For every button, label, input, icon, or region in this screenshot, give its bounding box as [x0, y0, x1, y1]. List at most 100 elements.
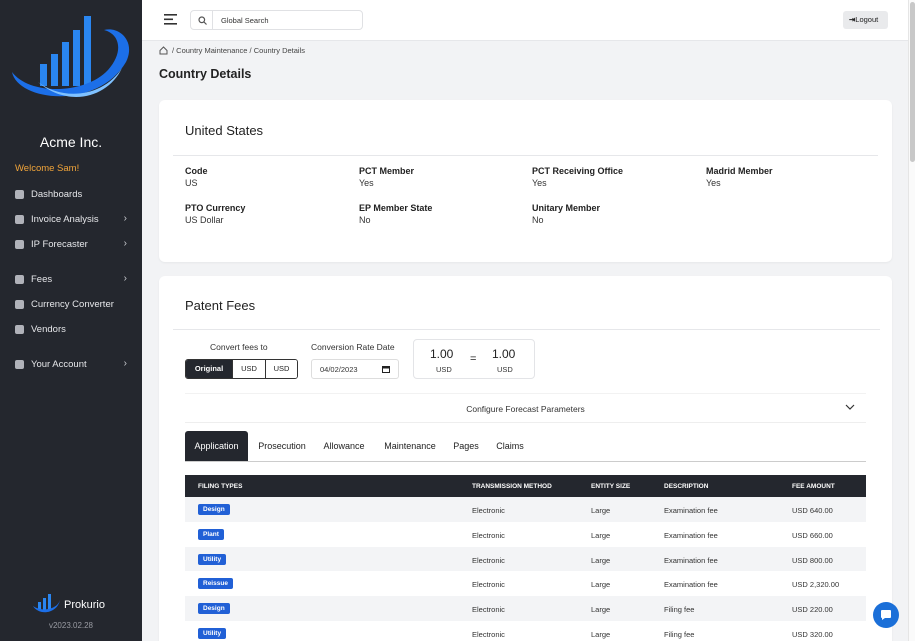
menu-item[interactable]: Fees ›	[15, 273, 127, 285]
date-label: Conversion Rate Date	[311, 342, 395, 352]
table-cell: Electronic	[472, 605, 505, 615]
home-icon[interactable]	[159, 46, 168, 55]
from-amount: 1.00	[430, 347, 454, 361]
menu-label: Vendors	[31, 324, 66, 335]
field-value: US Dollar	[185, 215, 224, 225]
table-cell: Electronic	[472, 506, 505, 515]
convert-label: Convert fees to	[210, 342, 268, 352]
column-header: FILING TYPES	[198, 483, 243, 490]
tab[interactable]: Maintenance	[384, 441, 436, 451]
table-cell: USD 2,320.00	[792, 580, 840, 590]
menu-icon	[15, 300, 24, 309]
table-cell: Examination fee	[664, 530, 718, 540]
accordion-label: Configure Forecast Parameters	[466, 404, 585, 414]
column-header: TRANSMISSION METHOD	[472, 483, 552, 490]
table-cell: Large	[591, 605, 611, 615]
table-cell: USD 800.00	[792, 555, 833, 565]
filing-type-badge: Design	[198, 603, 230, 615]
field-value: Yes	[532, 178, 547, 188]
column-header: DESCRIPTION	[664, 483, 709, 490]
tab[interactable]: Allowance	[323, 441, 365, 451]
filing-type-badge: Design	[198, 504, 230, 515]
menu-label: Your Account	[31, 359, 87, 370]
fees-table: FILING TYPES TRANSMISSION METHOD ENTITY SI…	[185, 475, 866, 641]
breadcrumb: / Country Maintenance / Country Details	[172, 46, 306, 55]
chat-icon	[881, 610, 891, 620]
table-row: Utility Electronic Large Filing fee USD 320.…	[185, 621, 866, 641]
menu-icon	[15, 275, 24, 284]
logo	[12, 16, 130, 97]
menu-icon	[15, 215, 24, 224]
filing-type-badge: Utility	[198, 628, 227, 639]
logout-button[interactable]: ⇥Logout	[843, 11, 888, 29]
table-row: Utility Electronic Large Examination fee USD…	[185, 546, 866, 572]
accordion[interactable]: Configure Forecast Parameters	[185, 393, 866, 423]
sidebar: Acme Inc. Welcome Sam! Dashboards Invoice…	[0, 0, 142, 641]
equals: =	[470, 353, 477, 365]
rate-box: 1.00 USD = 1.00 USD	[413, 339, 535, 379]
menu-item[interactable]: Your Account ›	[15, 358, 127, 370]
brand: Acme Inc.	[39, 134, 103, 150]
table-cell: USD 660.00	[792, 530, 833, 540]
welcome: Welcome Sam!	[15, 163, 80, 174]
menu-item[interactable]: Invoice Analysis ›	[15, 213, 127, 225]
chat-button[interactable]	[873, 602, 899, 628]
table-cell: Electronic	[472, 530, 505, 540]
logout-label: Logout	[855, 15, 879, 24]
table-cell: Electronic	[472, 630, 505, 639]
menu-item[interactable]: Vendors	[15, 324, 127, 335]
table-cell: Large	[591, 580, 611, 590]
table-row: Reissue Electronic Large Examination fee USD…	[185, 571, 866, 597]
filing-type-badge: Reissue	[198, 578, 233, 590]
menu-icon	[15, 360, 24, 369]
currency-button[interactable]: USD	[265, 360, 297, 378]
menu-toggle[interactable]	[164, 14, 177, 25]
scrollbar	[908, 0, 915, 641]
tab[interactable]: Pages	[453, 441, 479, 451]
menu-label: Currency Converter	[31, 299, 114, 310]
breadcrumb-current: Country Details	[253, 46, 306, 55]
date-value: 04/02/2023	[320, 365, 358, 374]
field-value: No	[359, 215, 371, 225]
table-cell: Electronic	[472, 555, 505, 565]
menu-chevron: ›	[123, 358, 127, 369]
field-label: Unitary Member	[532, 203, 601, 213]
table-cell: Electronic	[472, 580, 505, 590]
menu-icon	[15, 240, 24, 249]
table-header: FILING TYPES TRANSMISSION METHOD ENTITY SI…	[185, 475, 866, 497]
table-cell: Examination fee	[664, 580, 718, 590]
tab[interactable]: Application	[185, 431, 248, 461]
field-label: Madrid Member	[706, 166, 773, 176]
table-cell: USD 640.00	[792, 506, 833, 515]
footer-logo	[33, 594, 60, 613]
menu-item[interactable]: Currency Converter	[15, 299, 127, 310]
breadcrumb-link[interactable]: Country Maintenance	[176, 46, 248, 55]
tab[interactable]: Prosecution	[258, 441, 306, 451]
accordion-chevron	[845, 404, 855, 410]
country-card: United States Code US PCT Member Yes PCT Rec…	[159, 100, 892, 262]
menu-item[interactable]: Dashboards	[15, 189, 127, 200]
filing-type-badge: Plant	[198, 528, 224, 540]
currency-button[interactable]: Original	[186, 360, 232, 378]
version: v2023.02.28	[48, 621, 94, 630]
fees-title: Patent Fees	[185, 298, 256, 313]
filing-type-badge: Utility	[198, 553, 227, 565]
table-cell: Examination fee	[664, 506, 718, 515]
search-box[interactable]: Global Search	[190, 10, 363, 30]
tab[interactable]: Claims	[496, 441, 524, 451]
currency-button[interactable]: USD	[232, 360, 265, 378]
column-header: FEE AMOUNT	[792, 483, 835, 490]
date-input[interactable]: 04/02/2023	[311, 359, 399, 379]
menu-chevron: ›	[123, 238, 127, 249]
field-value: Yes	[706, 178, 721, 188]
table-row: Design Electronic Large Examination fee USD …	[185, 497, 866, 522]
field-value: No	[532, 215, 544, 225]
table-cell: USD 220.00	[792, 605, 833, 615]
table-cell: Large	[591, 506, 611, 515]
menu-chevron: ›	[123, 273, 127, 284]
field-label: PCT Member	[359, 166, 415, 176]
field-value: US	[185, 178, 198, 188]
menu-item[interactable]: IP Forecaster ›	[15, 238, 127, 250]
table-cell: Large	[591, 530, 611, 540]
